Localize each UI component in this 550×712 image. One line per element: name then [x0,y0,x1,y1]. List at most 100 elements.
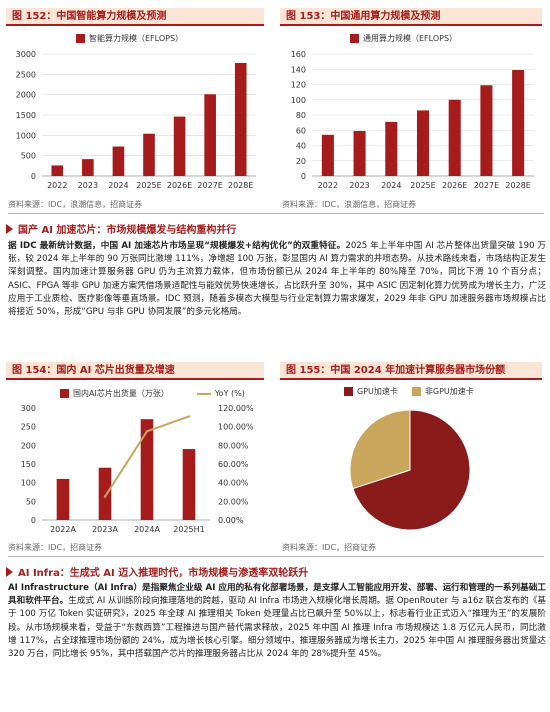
y-tick-label-left: 300 [21,404,36,413]
y-tick-label: 1000 [16,131,36,140]
fig155-chart [349,409,471,531]
y-tick-label: 20 [296,157,306,166]
yoy-point [103,495,107,498]
fig153-legend-label: 通用算力规模（EFLOPS） [363,34,458,43]
y-tick-label-left: 150 [21,460,36,469]
fig154-legend-line-label: YoY (%) [214,389,245,398]
y-tick-label: 160 [291,50,306,59]
y-tick-label: 500 [21,152,36,161]
section2-paragraph: AI Infrastructure（AI Infra）是指聚焦企业级 AI 应用… [8,582,546,661]
bar [112,146,125,176]
section2-paragraph-text: 生成式 AI 从训练阶段向推理落地的跨越，驱动 AI Infra 市场进入规模化… [8,596,546,660]
section1-paragraph: 据 IDC 最新统计数据，中国 AI 加速芯片市场呈现“规模爆发+结构优化”的双… [8,240,546,319]
legend-swatch [344,387,353,396]
y-tick-label-left: 200 [21,441,36,450]
legend-line-swatch [196,392,211,395]
y-tick-label-left: 100 [21,479,36,488]
bar [234,62,247,176]
bar [98,467,112,520]
x-tick-label: 2024 [381,181,401,190]
y-tick-label-right: 100.00% [218,423,254,432]
y-tick-label-left: 50 [26,497,36,506]
yoy-point [145,430,149,433]
divider [8,213,544,214]
x-tick-label: 2025E [136,181,161,190]
yoy-point [187,415,191,418]
fig153-chart: 0 20 40 60 80 100 120 140 160 2022 2023 2024 2025E 20… [291,50,534,190]
legend-swatch [76,34,85,43]
y-tick-label-right: 0.00% [218,516,244,525]
fig153-title: 图 153：中国通用算力规模及预测 [280,8,542,26]
y-tick-label-right: 80.00% [218,441,249,450]
bar [204,94,216,176]
heading-marker [6,223,13,234]
x-tick-label: 2027E [474,181,499,190]
x-tick-label: 2023 [349,181,369,190]
section1-paragraph-bold: 据 IDC 最新统计数据，中国 AI 加速芯片市场呈现“规模爆发+结构优化”的双… [8,241,346,251]
x-tick-label: 2026E [167,181,192,190]
fig154-legend-bar-label: 国内AI芯片出货量（万张） [73,389,169,398]
bar [416,110,430,176]
y-tick-label: 2000 [16,91,36,100]
x-tick-label: 2024A [134,525,160,534]
fig152-legend-label: 智能算力规模（EFLOPS） [89,34,184,43]
bar [143,133,155,176]
fig152-title: 图 152：中国智能算力规模及预测 [6,8,264,26]
y-tick-label-left: 0 [31,516,36,525]
fig154-chart: 0 50 100 150 200 250 300 0.00% 20.00% 40.00% 60.00… [21,404,254,534]
y-tick-label: 140 [291,65,306,74]
section-heading: 国产 AI 加速芯片：市场规模爆发与结构重构并行 [6,221,236,236]
y-tick-label: 0 [301,172,306,181]
bar [480,85,493,176]
y-tick-label: 100 [291,96,306,105]
fig152-legend: 智能算力规模（EFLOPS） [76,33,183,44]
section-heading: AI Infra：生成式 AI 迈入推理时代，市场规模与渗透率双轮跃升 [6,564,308,579]
y-tick-label: 0 [31,172,36,181]
divider [8,556,544,557]
bar [51,165,64,176]
fig154-title: 图 154：国内 AI 芯片出货量及增速 [6,362,264,380]
section1-heading: 国产 AI 加速芯片：市场规模爆发与结构重构并行 [18,225,237,236]
x-tick-label: 2022 [47,181,67,190]
x-tick-label: 2027E [197,181,222,190]
x-tick-label: 2026E [442,181,467,190]
bar [82,159,94,176]
heading-marker [6,566,13,577]
y-tick-label-right: 60.00% [218,460,249,469]
bar [353,131,366,176]
x-tick-label: 2023A [92,525,118,534]
fig152-chart: 0 500 1000 1500 2000 2500 3000 2022 2023 2024 2025… [16,50,256,190]
pie-slice [349,409,411,490]
y-tick-label-right: 120.00% [218,404,254,413]
x-tick-label: 2022A [50,525,76,534]
fig155-legend-b: 非GPU加速卡 [424,387,474,396]
y-tick-label: 1500 [16,111,36,120]
legend-swatch [411,387,421,396]
bar [182,449,196,520]
x-tick-label: 2028E [505,181,530,190]
fig155-title: 图 155：中国 2024 年加速计算服务器市场份额 [280,362,542,380]
x-tick-label: 2024 [108,181,128,190]
bar [512,70,525,176]
x-tick-label: 2028E [228,181,253,190]
section2-paragraph-bold: AI Infrastructure（AI Infra）是指聚焦企业级 AI 应用… [8,583,546,607]
y-tick-label-right: 40.00% [218,479,249,488]
fig152-source: 资料来源：IDC，浪潮信息，招商证券 [8,200,143,209]
y-tick-label: 40 [296,142,306,151]
fig153-source: 资料来源：IDC，浪潮信息，招商证券 [282,200,417,209]
bar [56,478,70,520]
bar [173,116,186,176]
y-tick-label: 2500 [16,70,36,79]
section1-paragraph-text: 2025 年上半年中国 AI 芯片整体出货量突破 190 万张，较 2024 年… [8,241,546,318]
legend-swatch [350,34,359,43]
legend-swatch [60,389,69,398]
y-tick-label-right: 20.00% [218,497,249,506]
y-tick-label: 3000 [16,50,36,59]
bar [448,99,461,176]
x-tick-label: 2025H1 [173,525,204,534]
x-tick-label: 2022 [318,181,338,190]
bar [321,134,334,176]
pie-slice [352,409,471,531]
fig155-legend-a: GPU加速卡 [357,387,398,396]
y-tick-label: 60 [296,126,306,135]
